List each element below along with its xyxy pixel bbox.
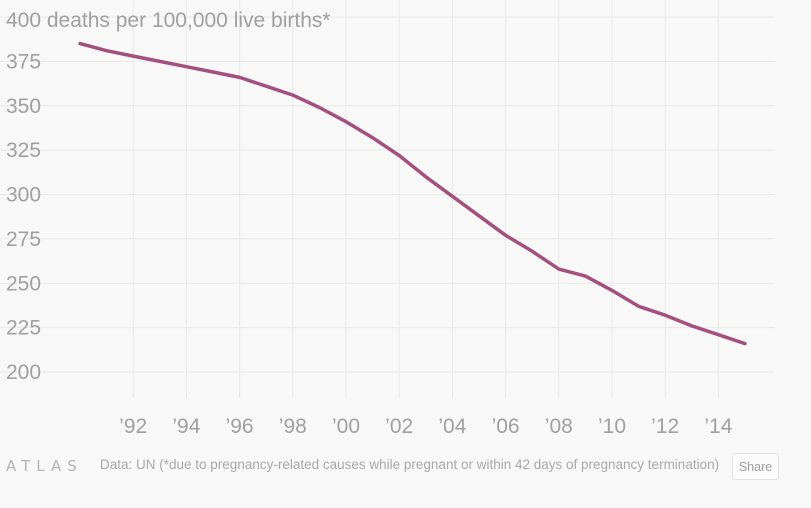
- atlas-logo[interactable]: ATLAS: [6, 457, 83, 475]
- y-tick-label-250: 250: [6, 272, 41, 295]
- x-tick-label-1994: ’94: [172, 415, 200, 438]
- atlas-logo-text: ATLAS: [6, 457, 83, 475]
- series-line-0: [78, 41, 747, 346]
- y-tick-label-275: 275: [6, 228, 41, 251]
- x-tick-label-2014: ’14: [704, 415, 732, 438]
- x-tick-label-2012: ’12: [651, 415, 679, 438]
- y-tick-label-200: 200: [6, 361, 41, 384]
- x-tick-label-2006: ’06: [492, 415, 520, 438]
- y-axis-top-label: 400 deaths per 100,000 live births*: [6, 9, 331, 32]
- x-tick-label-2008: ’08: [545, 415, 573, 438]
- x-tick-label-2010: ’10: [598, 415, 626, 438]
- line-chart: 200 225 250 275 300 325 350 375 ’92 ’94 ’96 ’98 ’00…: [0, 0, 775, 438]
- y-tick-labels: 200 225 250 275 300 325 350 375: [6, 50, 41, 384]
- x-tick-label-1998: ’98: [279, 415, 307, 438]
- y-tick-label-325: 325: [6, 139, 41, 162]
- x-tick-label-2004: ’04: [438, 415, 466, 438]
- source-note: Data: UN (*due to pregnancy-related caus…: [100, 457, 720, 472]
- y-tick-label-225: 225: [6, 317, 41, 340]
- y-tick-label-300: 300: [6, 184, 41, 207]
- x-tick-labels: ’92 ’94 ’96 ’98 ’00 ’02 ’04 ’06 ’08 ’10 ’12 ’14: [119, 415, 733, 438]
- series-layer: [78, 41, 747, 346]
- y-tick-label-375: 375: [6, 50, 41, 73]
- x-tick-label-2000: ’00: [332, 415, 360, 438]
- x-tick-label-1992: ’92: [119, 415, 147, 438]
- x-tick-label-1996: ’96: [226, 415, 254, 438]
- y-tick-label-350: 350: [6, 95, 41, 118]
- grid-lines: [0, 0, 775, 398]
- x-tick-label-2002: ’02: [385, 415, 413, 438]
- chart-footer: ATLAS Data: UN (*due to pregnancy-relate…: [0, 452, 811, 508]
- share-button[interactable]: Share: [732, 453, 779, 480]
